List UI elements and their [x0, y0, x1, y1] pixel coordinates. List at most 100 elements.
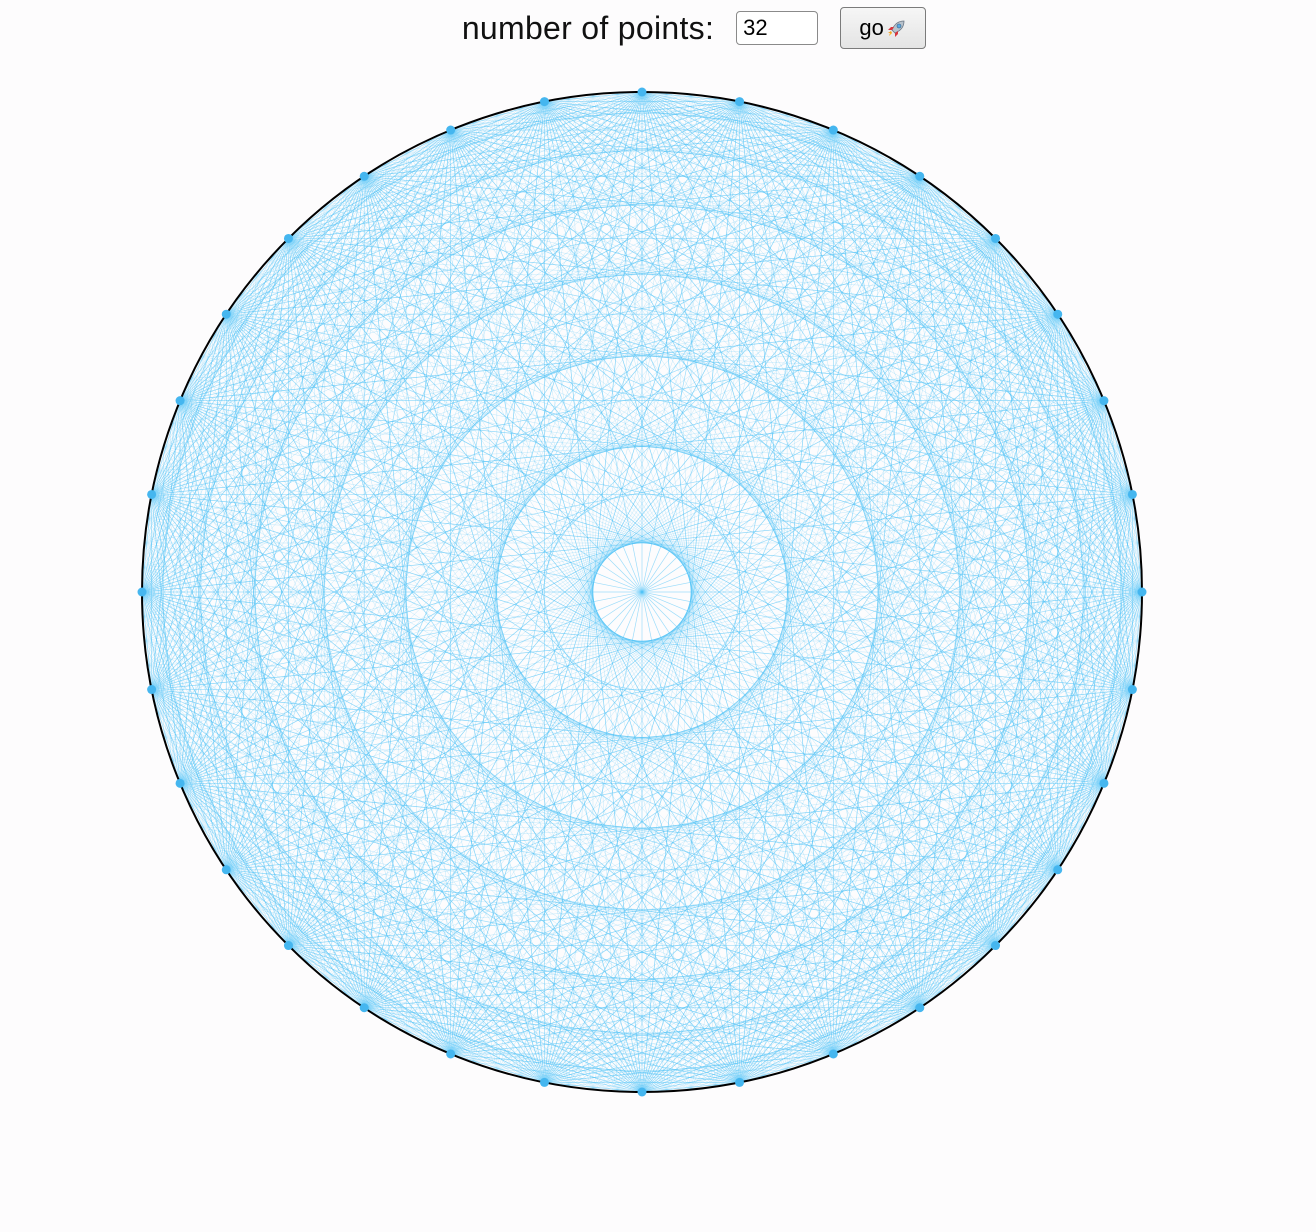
- chord-line: [156, 713, 1013, 929]
- chord-line: [213, 423, 1113, 850]
- chord-line: [288, 101, 545, 946]
- chord-line: [450, 1007, 920, 1055]
- chord-line: [179, 494, 1133, 784]
- chord-line: [919, 238, 996, 1008]
- chord-line: [1057, 494, 1133, 870]
- chord-line: [151, 400, 181, 495]
- chord-line: [833, 129, 1058, 315]
- chord-line: [225, 238, 289, 870]
- chord-line: [226, 494, 1133, 871]
- chord-line: [715, 97, 1142, 568]
- chord-line: [324, 113, 498, 979]
- chord-line: [690, 150, 878, 1090]
- chord-line: [995, 689, 1133, 946]
- chord-line: [163, 446, 594, 1090]
- chord-line: [179, 783, 545, 1083]
- chord-line: [151, 689, 834, 1055]
- chord-line: [225, 314, 451, 1055]
- chord-line: [255, 542, 1140, 910]
- chord-line: [739, 783, 1105, 1083]
- chord-line: [995, 869, 1059, 946]
- chord-line: [450, 129, 1105, 401]
- chord-line: [226, 783, 1104, 871]
- chord-line: [142, 334, 1071, 568]
- chord-line: [786, 356, 1084, 1071]
- chord-line: [592, 542, 1140, 1090]
- chord-line: [1103, 400, 1133, 495]
- chord-line: [855, 139, 1044, 890]
- chord-line: [568, 97, 1142, 617]
- chord-line: [200, 827, 407, 1034]
- chord-line: [568, 760, 1113, 1087]
- chord-line: [617, 92, 1072, 850]
- chord-line: [473, 97, 716, 1063]
- chord-line: [226, 313, 1143, 593]
- chord-line: [855, 163, 900, 1045]
- chord-line: [306, 470, 1128, 963]
- chord-line: [364, 400, 1105, 1008]
- chord-line: [151, 238, 996, 495]
- chord-line: [171, 423, 1137, 666]
- chord-line: [641, 91, 1105, 784]
- chord-line: [1103, 400, 1143, 593]
- chord-line: [156, 255, 1013, 471]
- chord-line: [200, 827, 788, 1071]
- chord-line: [666, 993, 940, 1092]
- chord-line: [288, 238, 740, 1083]
- chord-line: [763, 106, 811, 1063]
- chord-line: [450, 176, 921, 1055]
- chord-line: [306, 221, 1071, 336]
- chord-line: [473, 665, 1137, 1063]
- chord-line: [343, 92, 667, 994]
- chord-line: [690, 94, 1084, 357]
- chord-line: [544, 494, 1133, 1083]
- chord-line: [147, 139, 856, 666]
- chord-line: [450, 129, 1133, 495]
- chord-line: [156, 713, 856, 1045]
- chord-line: [833, 1007, 920, 1055]
- chord-line: [288, 129, 451, 239]
- chord-line: [592, 113, 788, 1090]
- chord-line: [151, 689, 1104, 784]
- chord-line: [240, 92, 618, 890]
- chord-line: [450, 129, 834, 1055]
- chord-line: [288, 689, 1133, 946]
- chord-line: [544, 945, 996, 1083]
- circle-point: [991, 941, 1001, 951]
- chord-line: [189, 377, 1137, 519]
- chord-line: [189, 97, 569, 379]
- chord-line: [739, 101, 1058, 315]
- chord-line: [189, 106, 521, 806]
- chord-line: [763, 106, 979, 963]
- chord-line: [344, 423, 1113, 994]
- chord-line: [144, 640, 256, 910]
- chord-line: [240, 378, 1095, 891]
- chord-line: [473, 106, 521, 1063]
- chord-line: [306, 962, 569, 1087]
- chord-line: [226, 313, 1058, 871]
- chord-line: [1093, 518, 1137, 806]
- chord-line: [739, 101, 996, 239]
- chord-line: [958, 542, 1140, 979]
- chord-line: [171, 423, 764, 1078]
- chord-line: [833, 314, 1058, 1055]
- chord-line: [363, 313, 1058, 1008]
- chord-line: [240, 889, 474, 1063]
- chord-line: [200, 150, 878, 828]
- chord-line: [144, 640, 407, 1034]
- chord-line: [226, 314, 451, 1055]
- chord-line: [690, 94, 1140, 544]
- chord-line: [641, 689, 1133, 1093]
- chord-line: [833, 689, 1133, 1055]
- chord-line: [147, 378, 191, 666]
- chord-line: [240, 121, 811, 890]
- go-button[interactable]: go: [840, 7, 927, 49]
- controls-bar: number of points: go: [0, 6, 1316, 50]
- points-input[interactable]: [736, 11, 819, 45]
- chord-line: [343, 190, 856, 1045]
- chord-line: [147, 518, 307, 963]
- chord-line: [189, 805, 1071, 850]
- chord-line: [151, 689, 996, 946]
- chord-line: [995, 238, 1105, 784]
- chord-line: [450, 129, 740, 1083]
